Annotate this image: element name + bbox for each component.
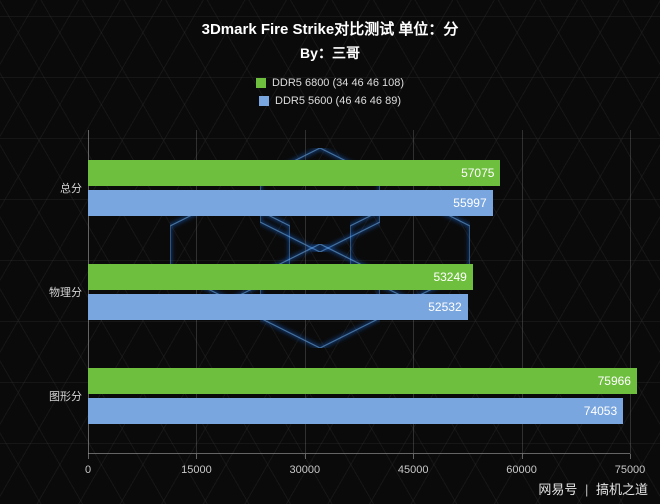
content-container: 3Dmark Fire Strike对比测试 单位：分 By：三哥 DDR5 6… (0, 0, 660, 504)
chart-area: 01500030000450006000075000总分5707555997物理… (88, 130, 630, 454)
bar: 55997 (88, 190, 493, 216)
bar-value-label: 75966 (598, 374, 631, 388)
category-label: 图形分 (40, 388, 82, 404)
bar-value-label: 52532 (428, 300, 461, 314)
category-label: 物理分 (40, 284, 82, 300)
x-tick-label: 30000 (290, 464, 321, 476)
bar-value-label: 57075 (461, 166, 494, 180)
legend-label: DDR5 5600 (46 46 46 89) (275, 95, 401, 107)
bar: 53249 (88, 264, 473, 290)
x-tick (196, 454, 197, 459)
bar: 74053 (88, 398, 623, 424)
x-tick (88, 454, 89, 459)
x-axis (88, 453, 630, 454)
bar-value-label: 74053 (584, 404, 617, 418)
legend-item: DDR5 6800 (34 46 46 108) (256, 77, 404, 89)
bar-value-label: 53249 (433, 270, 466, 284)
watermark: 网易号 | 搞机之道 (538, 479, 648, 498)
plot-area: 01500030000450006000075000总分5707555997物理… (88, 130, 630, 454)
bar: 75966 (88, 368, 637, 394)
bar-value-label: 55997 (453, 196, 486, 210)
x-tick (305, 454, 306, 459)
x-tick-label: 0 (85, 464, 91, 476)
x-tick-label: 75000 (615, 464, 646, 476)
legend: DDR5 6800 (34 46 46 108) DDR5 5600 (46 4… (0, 77, 660, 107)
x-tick-label: 45000 (398, 464, 429, 476)
bar: 52532 (88, 294, 468, 320)
watermark-left: 网易号 (538, 482, 577, 497)
legend-swatch-icon (259, 96, 269, 106)
category-label: 总分 (40, 180, 82, 196)
x-tick-label: 60000 (506, 464, 537, 476)
x-tick (522, 454, 523, 459)
legend-item: DDR5 5600 (46 46 46 89) (259, 95, 401, 107)
x-tick (630, 454, 631, 459)
chart-title: 3Dmark Fire Strike对比测试 单位：分 (0, 18, 660, 39)
gridline (630, 130, 631, 454)
separator-icon: | (585, 482, 588, 497)
x-tick-label: 15000 (181, 464, 212, 476)
watermark-right: 搞机之道 (596, 482, 648, 497)
legend-label: DDR5 6800 (34 46 46 108) (272, 77, 404, 89)
x-tick (413, 454, 414, 459)
legend-swatch-icon (256, 78, 266, 88)
chart-subtitle: By：三哥 (0, 43, 660, 63)
bar: 57075 (88, 160, 500, 186)
